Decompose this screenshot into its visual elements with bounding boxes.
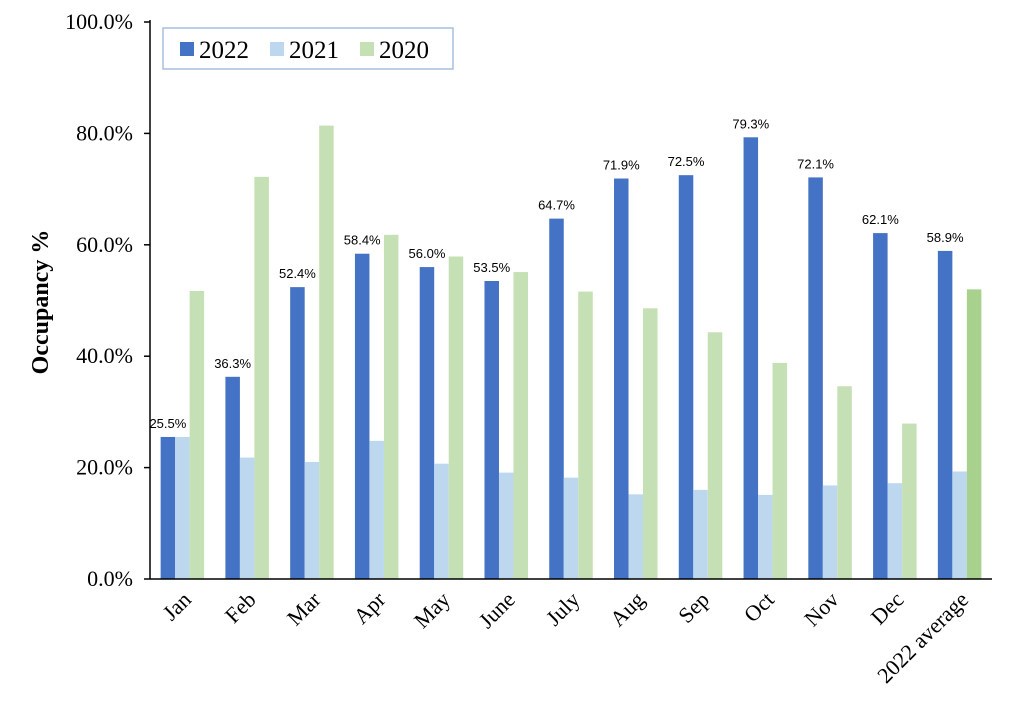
bar-2022-apr	[354, 253, 370, 579]
bar-2021-sep	[693, 489, 708, 579]
bar-2021-mar	[304, 462, 320, 579]
data-label-2022-aug: 71.9%	[603, 158, 640, 173]
bar-2020-apr	[383, 234, 399, 580]
bar-2021-june	[498, 472, 514, 579]
y-tick-label: 60.0%	[76, 232, 133, 257]
bar-2020-nov	[837, 386, 852, 579]
bar-2022-july	[549, 218, 564, 579]
bar-2021-oct	[758, 494, 773, 579]
bar-2021-apr	[369, 440, 384, 579]
data-label-2022-sep: 72.5%	[668, 154, 705, 169]
x-category-label: Jan	[158, 587, 196, 625]
bar-2022-aug	[614, 178, 629, 579]
bar-2020-may	[448, 256, 464, 579]
data-label-2022-dec: 62.1%	[862, 212, 899, 227]
bar-2021-2022-average	[952, 471, 967, 579]
y-tick-label: 40.0%	[76, 343, 133, 368]
x-category-label: May	[409, 587, 455, 633]
data-label-2022-2022-average: 58.9%	[927, 230, 964, 245]
bar-2022-jan	[160, 436, 176, 579]
legend-swatch-2022	[180, 42, 194, 56]
bars	[160, 125, 982, 580]
x-category-label: Oct	[739, 587, 779, 627]
bar-2022-mar	[290, 287, 305, 579]
legend-swatch-2020	[360, 42, 374, 56]
data-label-2022-apr: 58.4%	[344, 233, 381, 248]
x-category-label: Dec	[866, 587, 909, 630]
legend-label-2020: 2020	[379, 37, 429, 64]
legend: 2022 2021 2020	[162, 27, 454, 70]
y-tick-label: 100.0%	[65, 9, 133, 34]
x-category-label: Aug	[605, 587, 649, 631]
legend-swatch-2021	[270, 42, 284, 56]
y-tick-label: 80.0%	[76, 120, 133, 145]
bar-2022-oct	[743, 137, 759, 579]
bar-2020-june	[513, 272, 528, 579]
bar-2022-feb	[225, 376, 240, 579]
bar-2020-sep	[707, 332, 723, 579]
bar-2020-aug	[643, 308, 658, 579]
x-category-label: Feb	[220, 587, 261, 628]
data-label-2022-nov: 72.1%	[797, 156, 834, 171]
bar-2020-feb	[254, 176, 269, 579]
x-category-label: Mar	[282, 586, 326, 630]
data-label-2022-oct: 79.3%	[732, 116, 769, 131]
bar-2022-2022-average	[937, 250, 953, 579]
bar-2022-dec	[873, 233, 888, 579]
bar-2021-jan	[175, 436, 190, 579]
bar-2021-may	[434, 463, 449, 579]
bar-2021-dec	[887, 483, 903, 579]
bar-2022-june	[484, 281, 499, 579]
legend-box	[162, 27, 454, 70]
y-tick-label: 0.0%	[87, 566, 133, 591]
bar-2021-july	[563, 477, 579, 579]
data-label-2022-feb: 36.3%	[214, 356, 251, 371]
data-label-2022-may: 56.0%	[409, 246, 446, 261]
data-label-2022-mar: 52.4%	[279, 266, 316, 281]
legend-label-2021: 2021	[289, 37, 339, 64]
x-category-label: July	[541, 587, 585, 631]
x-category-label: Nov	[799, 587, 843, 631]
y-tick-label: 20.0%	[76, 455, 133, 480]
x-category-label: Apr	[348, 586, 390, 628]
bar-2021-nov	[822, 485, 838, 579]
data-label-2022-june: 53.5%	[473, 260, 510, 275]
bar-2020-oct	[772, 362, 788, 579]
legend-label-2022: 2022	[199, 37, 249, 64]
y-axis-title: Occupancy %	[28, 230, 54, 375]
bar-2020-dec	[902, 423, 917, 579]
bar-2021-feb	[239, 457, 255, 579]
x-category-label: June	[474, 587, 520, 633]
x-axis-category-labels: Jan Feb Mar Apr May June July Aug Sep Oct Nov Dec20…	[158, 586, 974, 688]
bar-2020-jan	[189, 291, 205, 579]
bar-2020-july	[578, 291, 593, 579]
data-labels: 25.5% 36.3% 52.4% 58.4% 56.0% 53.5% 64.7% 71.9%…	[149, 116, 964, 431]
bar-2020-2022-average	[966, 289, 982, 579]
bar-2022-nov	[808, 177, 823, 579]
bar-2022-may	[419, 267, 435, 579]
data-label-2022-july: 64.7%	[538, 198, 575, 213]
data-label-2022-jan: 25.5%	[149, 416, 186, 431]
bar-2021-aug	[628, 494, 644, 579]
x-category-label: Sep	[673, 587, 714, 628]
y-axis-ticks: 0.0% 20.0% 40.0% 60.0% 80.0% 100.0%	[65, 9, 150, 591]
bar-2022-sep	[678, 175, 694, 580]
bar-2020-mar	[319, 125, 334, 580]
